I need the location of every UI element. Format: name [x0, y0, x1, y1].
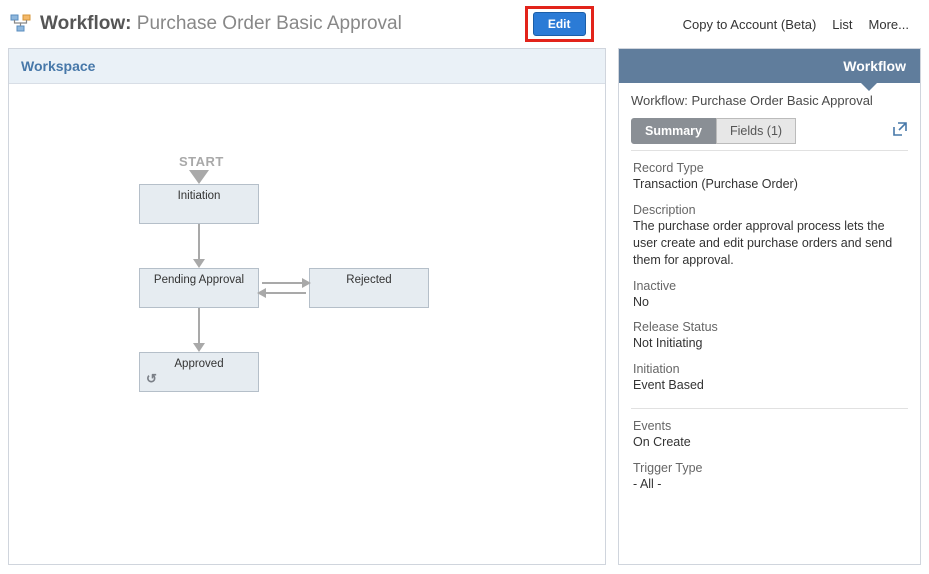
side-panel-header: Workflow	[619, 49, 920, 83]
edit-highlight: Edit	[525, 6, 594, 42]
description-value: The purchase order approval process lets…	[633, 218, 906, 269]
tab-summary[interactable]: Summary	[631, 118, 716, 144]
inactive-value: No	[633, 294, 906, 311]
record-type-label: Record Type	[633, 161, 906, 175]
main-content: Workspace START Initiation Pending Appro…	[0, 48, 929, 573]
workflow-title-line: Workflow: Purchase Order Basic Approval	[631, 93, 908, 108]
node-rejected[interactable]: Rejected	[309, 268, 429, 308]
events-label: Events	[633, 419, 906, 433]
release-status-value: Not Initiating	[633, 335, 906, 352]
header-actions: Copy to Account (Beta) List More...	[683, 17, 919, 32]
trigger-type-label: Trigger Type	[633, 461, 906, 475]
arrow-initiation-to-pending	[198, 224, 200, 259]
description-label: Description	[633, 203, 906, 217]
start-label: START	[179, 154, 224, 169]
initiation-value: Event Based	[633, 377, 906, 394]
workflow-icon	[10, 13, 32, 35]
node-initiation[interactable]: Initiation	[139, 184, 259, 224]
node-label: Approved	[174, 358, 223, 370]
record-type-value: Transaction (Purchase Order)	[633, 176, 906, 193]
tab-fields[interactable]: Fields (1)	[716, 118, 796, 144]
edit-button[interactable]: Edit	[533, 12, 586, 36]
summary-section-2: Events On Create Trigger Type - All -	[631, 408, 908, 507]
release-status-label: Release Status	[633, 320, 906, 334]
workspace-panel: Workspace START Initiation Pending Appro…	[8, 48, 606, 565]
trigger-type-value: - All -	[633, 476, 906, 493]
page-header: Workflow: Purchase Order Basic Approval …	[0, 0, 929, 48]
arrowhead-right-icon	[302, 278, 311, 288]
list-link[interactable]: List	[832, 17, 852, 32]
page-title: Workflow: Purchase Order Basic Approval	[40, 13, 402, 35]
arrow-rejected-to-pending	[262, 292, 306, 294]
arrow-pending-to-rejected	[262, 282, 306, 284]
inactive-label: Inactive	[633, 279, 906, 293]
arrowhead-down-icon	[193, 343, 205, 352]
workspace-header: Workspace	[9, 49, 605, 84]
node-label: Pending Approval	[154, 274, 244, 286]
events-value: On Create	[633, 434, 906, 451]
copy-to-account-link[interactable]: Copy to Account (Beta)	[683, 17, 817, 32]
popout-icon[interactable]	[892, 121, 908, 142]
arrow-pending-to-approved	[198, 308, 200, 343]
loop-icon: ↺	[146, 371, 157, 387]
node-label: Initiation	[178, 190, 221, 202]
start-arrow-icon	[189, 170, 209, 184]
more-link[interactable]: More...	[869, 17, 909, 32]
summary-section-1: Record Type Transaction (Purchase Order)…	[631, 150, 908, 408]
node-label: Rejected	[346, 274, 391, 286]
workspace-canvas[interactable]: START Initiation Pending Approval Reject…	[9, 84, 605, 564]
node-pending-approval[interactable]: Pending Approval	[139, 268, 259, 308]
arrowhead-down-icon	[193, 259, 205, 268]
initiation-label: Initiation	[633, 362, 906, 376]
arrowhead-left-icon	[257, 288, 266, 298]
node-approved[interactable]: Approved ↺	[139, 352, 259, 392]
tabs-row: Summary Fields (1)	[631, 118, 908, 144]
side-panel: Workflow Workflow: Purchase Order Basic …	[618, 48, 921, 565]
side-panel-body: Workflow: Purchase Order Basic Approval …	[619, 83, 920, 517]
